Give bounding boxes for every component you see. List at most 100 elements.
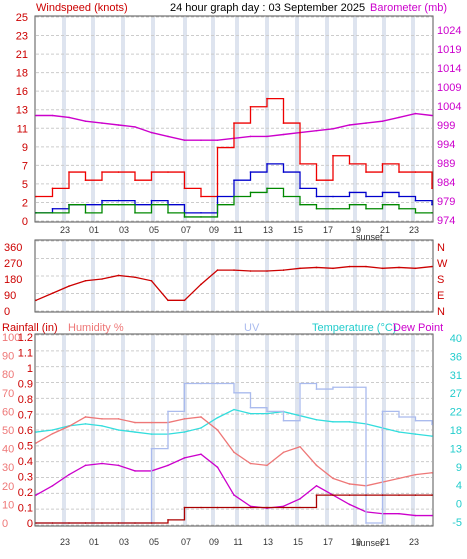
barometer-point <box>68 116 70 119</box>
rain-tick: 0.1 <box>18 503 33 515</box>
barometer-point <box>101 122 103 124</box>
dewpoint-point <box>84 464 87 467</box>
humidity-tick: 20 <box>2 481 14 493</box>
dewpoint-point <box>315 485 318 487</box>
direction-point <box>365 265 367 268</box>
dewpoint-point <box>348 503 351 506</box>
x-tick-label: 15 <box>293 537 303 547</box>
graph-day-title: 24 hour graph day : 03 September 2025 <box>170 2 365 14</box>
dewpoint-point <box>282 505 285 508</box>
direction-point <box>200 283 202 286</box>
temperature-point <box>315 418 318 421</box>
humidity-point <box>266 464 268 467</box>
wind-left-tick: 5 <box>22 179 28 191</box>
x-tick-label: 05 <box>149 225 159 235</box>
dir-right-tick: S <box>437 274 444 286</box>
x-tick-label: 01 <box>89 225 99 235</box>
gust-point <box>365 171 367 173</box>
rain-tick: 1 <box>27 363 33 375</box>
dewpoint-point <box>431 514 433 517</box>
temp-tick: 4 <box>456 480 462 492</box>
average-wind-point <box>348 191 351 194</box>
barometer-point <box>183 139 186 141</box>
baro-right-tick: 979 <box>437 196 455 208</box>
average-wind-point <box>431 203 433 206</box>
sunset-label-top: sunset <box>356 232 383 242</box>
temp-tick: 27 <box>450 388 462 400</box>
temperature-point <box>200 427 202 429</box>
temperature-point <box>431 435 433 437</box>
rainfall-point <box>398 494 400 496</box>
uv-point <box>249 406 252 409</box>
average-wind-point <box>216 195 219 198</box>
wind-left-tick: 2 <box>22 197 28 209</box>
direction-point <box>381 267 384 270</box>
humidity-point <box>233 451 235 454</box>
barometer-point <box>117 124 120 126</box>
wind-grid-column <box>91 17 95 221</box>
wind-point <box>183 216 186 218</box>
barometer-point <box>431 114 433 117</box>
wind-point <box>200 216 202 218</box>
barometer-point <box>249 135 252 138</box>
humidity-point <box>414 473 417 476</box>
dewpoint-point <box>398 512 400 515</box>
rainfall-point <box>35 522 37 524</box>
x-tick-label: 07 <box>181 225 191 235</box>
wind-point <box>282 195 285 198</box>
rainfall-point <box>167 519 169 521</box>
uv-point <box>315 388 318 390</box>
dir-left-tick: 360 <box>4 242 22 254</box>
temp-grid-column <box>353 335 357 525</box>
gust-point <box>249 105 252 108</box>
x-tick-label: 17 <box>323 537 333 547</box>
average-wind-point <box>332 195 334 198</box>
temperature-point <box>134 431 136 433</box>
baro-right-tick: 999 <box>437 120 455 132</box>
gust-point <box>431 187 433 190</box>
x-tick-label: 23 <box>409 537 419 547</box>
direction-point <box>183 299 186 302</box>
gust-point <box>398 171 400 173</box>
humidity-tick: 100 <box>2 332 20 344</box>
uv-point <box>348 386 351 389</box>
humidity-point <box>84 416 87 418</box>
uv-point <box>398 416 400 418</box>
direction-point <box>84 279 87 282</box>
rain-tick: 1.2 <box>18 332 33 344</box>
windspeed-title: Windspeed (knots) <box>36 2 128 14</box>
barometer-point <box>84 120 87 122</box>
rainfall-point <box>414 494 417 496</box>
baro-right-tick: 989 <box>437 158 455 170</box>
dewpoint-point <box>35 494 37 496</box>
wind-grid-column <box>121 17 125 221</box>
temperature-point <box>51 429 54 431</box>
dewpoint-point <box>101 462 103 465</box>
barometer-point <box>150 131 153 134</box>
direction-point <box>282 269 285 271</box>
rain-tick: 0.9 <box>18 379 33 391</box>
direction-point <box>216 269 219 271</box>
wind-point <box>332 207 334 210</box>
wind-grid-column <box>62 17 66 221</box>
dir-grid-column <box>353 241 357 311</box>
wind-point <box>117 203 120 206</box>
wind-grid-column <box>211 17 215 221</box>
average-wind-point <box>315 195 318 198</box>
dir-left-tick: 0 <box>4 306 10 318</box>
baro-right-tick: 984 <box>437 177 455 189</box>
temperature-point <box>233 408 235 411</box>
uv-point <box>216 382 219 385</box>
average-wind-point <box>101 199 103 202</box>
temp-panel-frame <box>34 333 434 527</box>
sunset-label-bottom: sunset <box>356 538 383 548</box>
rainfall-point <box>134 522 136 524</box>
rainfall-point <box>249 506 252 509</box>
x-tick-label: 13 <box>263 537 273 547</box>
wind-grid-column <box>382 17 386 221</box>
humidity-point <box>134 421 136 424</box>
average-wind-point <box>398 195 400 198</box>
dewpoint-point <box>200 453 202 455</box>
rainfall-point <box>84 522 87 524</box>
direction-point <box>51 292 54 295</box>
